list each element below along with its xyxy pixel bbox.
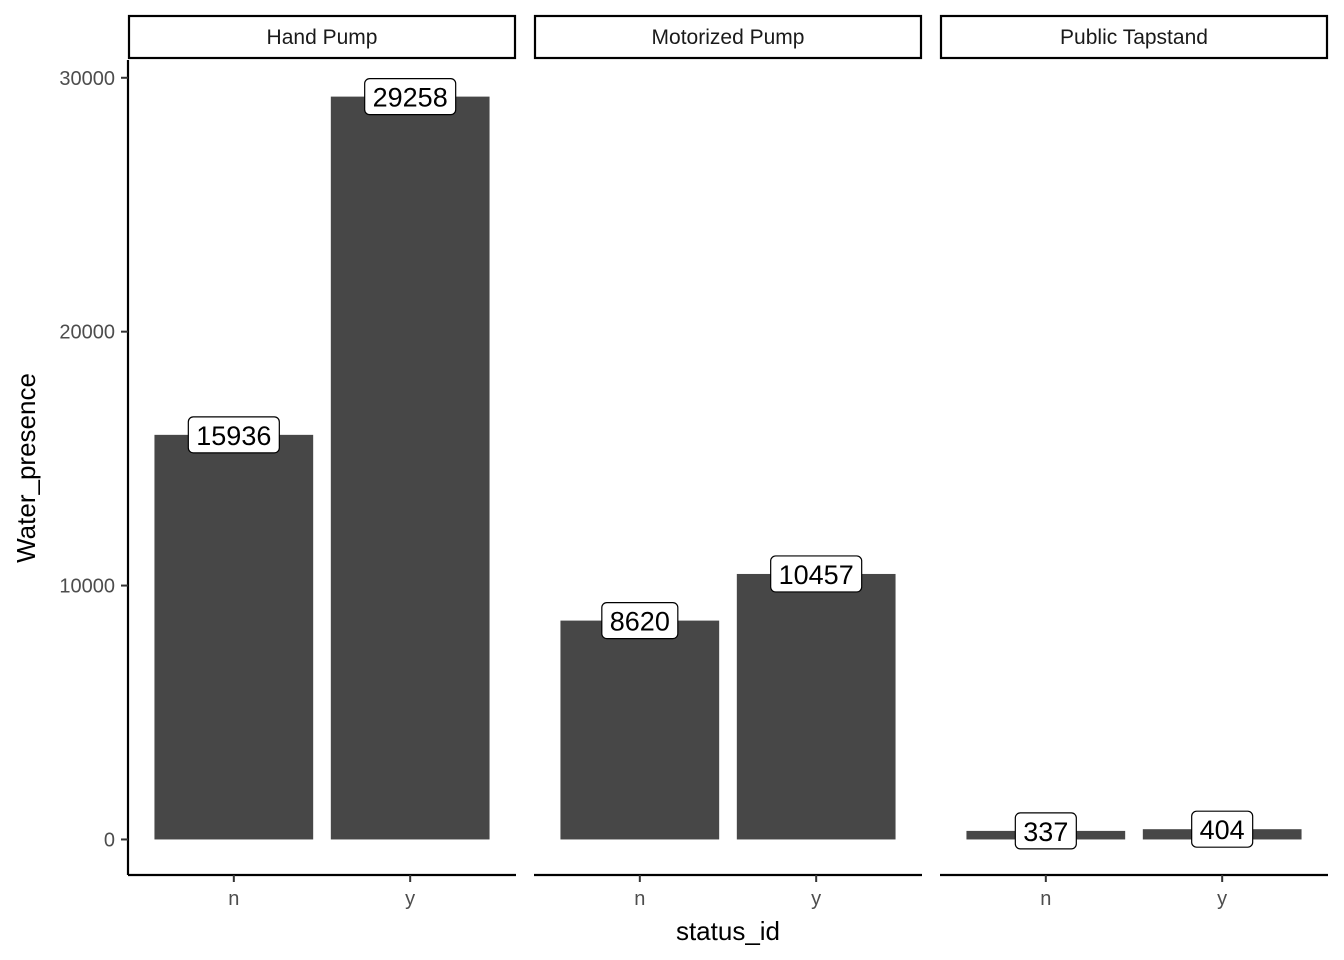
x-tick-label: n bbox=[634, 888, 645, 910]
data-label-box bbox=[364, 78, 457, 116]
x-tick-label: n bbox=[1040, 888, 1051, 910]
facet-strip bbox=[939, 14, 1329, 60]
x-tick-label: y bbox=[405, 888, 415, 910]
x-tick-label: n bbox=[228, 888, 239, 910]
bar bbox=[154, 434, 314, 840]
data-label-text: 15936 bbox=[196, 421, 271, 451]
facet-strip bbox=[533, 14, 923, 60]
data-labels: 15936 29258 8620 10457 337 404 bbox=[187, 78, 1254, 850]
data-label: 29258 bbox=[364, 78, 457, 116]
x-tick-label: y bbox=[1217, 888, 1227, 910]
y-axis-title: Water_presence bbox=[11, 373, 41, 563]
bar bbox=[330, 96, 490, 840]
facet-strips: Hand Pump Motorized Pump Public Tapstand bbox=[127, 14, 1329, 60]
y-tick-label: 20000 bbox=[59, 322, 115, 344]
facet-strip bbox=[127, 14, 517, 60]
facet-strip-label: Public Tapstand bbox=[1060, 26, 1208, 49]
y-tick-label: 30000 bbox=[59, 68, 115, 90]
y-tick-label: 10000 bbox=[59, 576, 115, 598]
data-label: 10457 bbox=[770, 555, 863, 593]
data-label: 404 bbox=[1191, 810, 1254, 848]
x-axis-title: status_id bbox=[676, 916, 780, 946]
data-label: 15936 bbox=[187, 416, 280, 454]
data-label-box bbox=[1014, 812, 1077, 850]
data-label-text: 10457 bbox=[779, 560, 854, 590]
data-label-box bbox=[187, 416, 280, 454]
y-tick-label: 0 bbox=[104, 829, 115, 851]
data-label-box bbox=[1191, 810, 1254, 848]
data-label: 337 bbox=[1014, 812, 1077, 850]
bars bbox=[154, 96, 1302, 840]
bar bbox=[736, 573, 896, 840]
data-label-box bbox=[770, 555, 863, 593]
x-tick-label: y bbox=[811, 888, 821, 910]
data-label-text: 337 bbox=[1023, 817, 1068, 847]
data-label-text: 8620 bbox=[610, 607, 670, 637]
data-label: 8620 bbox=[601, 601, 679, 640]
facet-strip-label: Hand Pump bbox=[267, 26, 378, 49]
facet-strip-label: Motorized Pump bbox=[652, 26, 805, 49]
data-label-box bbox=[601, 601, 679, 640]
data-label-text: 29258 bbox=[373, 83, 448, 113]
axes: n y n y n y 0 10000 20000 30000 bbox=[59, 60, 1328, 910]
data-label-text: 404 bbox=[1200, 815, 1245, 845]
bar bbox=[560, 620, 720, 840]
